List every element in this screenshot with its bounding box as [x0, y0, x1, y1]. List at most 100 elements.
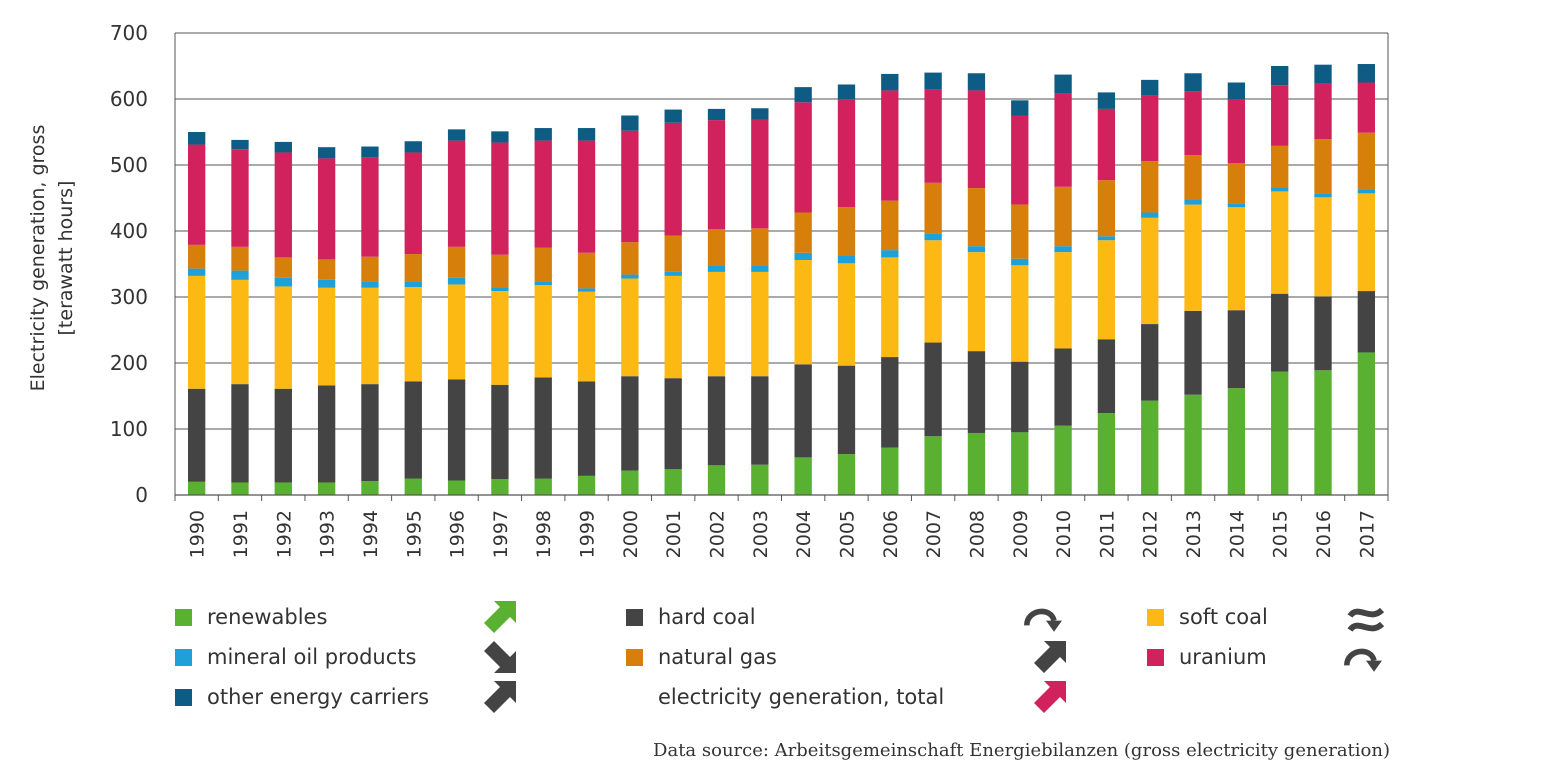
bar-segment-mineral-oil-products [1357, 189, 1376, 194]
y-axis-label-line-2: [terawatt hours] [55, 181, 77, 336]
bar-segment-hard-coal [361, 384, 379, 482]
bar-segment-soft-coal [794, 260, 812, 365]
bar-segment-natural-gas [317, 259, 336, 280]
bar-segment-natural-gas [967, 188, 986, 247]
bar-segment-uranium [361, 157, 379, 257]
bar-segment-mineral-oil-products [274, 277, 292, 287]
bar-segment-soft-coal [577, 291, 596, 382]
x-tick-label: 1990 [187, 510, 209, 558]
bar-segment-soft-coal [317, 287, 336, 386]
bar-segment-renewables [577, 475, 596, 495]
trend-tilde-icon [1347, 607, 1385, 633]
bar-segment-natural-gas [1314, 139, 1332, 194]
bar-segment-soft-coal [1227, 207, 1246, 311]
legend-item-mineral-oil: mineral oil products [175, 642, 416, 672]
bar-segment-other-energy-carriers [621, 115, 639, 131]
x-tick-label: 1993 [317, 510, 339, 558]
trend-curved-down-arrow-icon [1344, 648, 1382, 672]
bar-segment-hard-coal [231, 384, 249, 483]
bar-segment-natural-gas [577, 252, 596, 289]
x-tick-label: 2003 [750, 510, 772, 558]
y-tick-label: 200 [110, 351, 148, 375]
bar-segment-natural-gas [664, 235, 682, 272]
bar-segment-renewables [491, 479, 509, 495]
bar-segment-uranium [924, 89, 942, 183]
bar-segment-mineral-oil-products [361, 281, 379, 288]
x-tick-label: 2017 [1356, 510, 1378, 558]
x-tick-label: 2002 [707, 510, 729, 558]
bar-segment-natural-gas [751, 228, 769, 266]
bar-segment-natural-gas [924, 182, 942, 234]
legend-item-renewables: renewables [175, 602, 327, 632]
bar-segment-hard-coal [924, 342, 942, 437]
bar-segment-other-energy-carriers [231, 139, 249, 150]
bar-segment-hard-coal [837, 365, 856, 455]
bar-segment-other-energy-carriers [794, 87, 812, 103]
bar-segment-uranium [1184, 91, 1202, 156]
x-tick-label: 2008 [966, 510, 988, 558]
legend-swatch [1147, 608, 1164, 626]
trend-down-arrow-icon [484, 641, 516, 673]
bar-segment-mineral-oil-products [1314, 193, 1332, 198]
bar-segment-soft-coal [881, 257, 899, 358]
bar-segment-mineral-oil-products [794, 252, 812, 261]
bar-segment-natural-gas [1141, 161, 1159, 213]
bar-segment-uranium [534, 140, 552, 248]
legend-swatch [175, 688, 192, 706]
bar-segment-renewables [274, 482, 292, 495]
bar-segment-other-energy-carriers [837, 84, 856, 100]
y-tick-label: 700 [110, 21, 148, 45]
legend-swatch [175, 648, 192, 666]
x-tick-label: 2016 [1313, 510, 1335, 558]
bar-segment-natural-gas [1184, 155, 1202, 200]
bar-segment-mineral-oil-products [924, 233, 942, 241]
bar-segment-soft-coal [1314, 197, 1332, 297]
bar-segment-mineral-oil-products [1011, 258, 1029, 266]
bar-segment-soft-coal [1097, 240, 1116, 340]
bar-segment-other-energy-carriers [1314, 64, 1332, 84]
bar-segment-soft-coal [361, 287, 379, 385]
bar-segment-uranium [187, 144, 206, 245]
bar-segment-uranium [967, 90, 986, 189]
bar-segment-soft-coal [751, 271, 769, 377]
legend-swatch [175, 608, 192, 626]
bar-segment-hard-coal [1011, 361, 1029, 433]
bar-segment-natural-gas [187, 244, 206, 269]
legend-label: other energy carriers [207, 685, 430, 709]
bar-segment-renewables [187, 481, 206, 495]
x-tick-label: 1999 [577, 510, 599, 558]
bar-segment-hard-coal [187, 388, 206, 482]
bar-segment-mineral-oil-products [577, 288, 596, 292]
bar-segment-mineral-oil-products [1227, 203, 1246, 208]
trend-up-arrow-icon [484, 601, 516, 633]
bar-segment-mineral-oil-products [1097, 236, 1116, 241]
bar-segment-uranium [621, 130, 639, 243]
x-tick-label: 2000 [620, 510, 642, 558]
bar-segment-mineral-oil-products [447, 277, 466, 285]
bar-segment-hard-coal [1054, 348, 1072, 426]
bar-segment-renewables [534, 478, 552, 495]
x-tick-label: 1994 [360, 510, 382, 558]
x-tick-label: 1998 [533, 510, 555, 558]
data-source-note: Data source: Arbeitsgemeinschaft Energie… [653, 740, 1390, 761]
bar-segment-mineral-oil-products [1054, 246, 1072, 253]
bar-segment-hard-coal [881, 357, 899, 448]
bar-segment-hard-coal [1314, 296, 1332, 371]
x-tick-label: 2006 [880, 510, 902, 558]
bar-segment-soft-coal [621, 278, 639, 377]
bar-segment-uranium [491, 142, 509, 255]
bar-segment-hard-coal [317, 385, 336, 483]
y-axis-label-line-1: Electricity generation, gross [27, 125, 49, 392]
bar-segment-mineral-oil-products [317, 279, 336, 288]
bar-segment-soft-coal [924, 240, 942, 343]
bar-segment-soft-coal [187, 275, 206, 389]
bar-segment-renewables [447, 480, 466, 495]
bar-segment-hard-coal [1141, 324, 1159, 401]
bar-segment-natural-gas [231, 246, 249, 271]
bar-segment-natural-gas [1054, 186, 1072, 247]
bar-segment-hard-coal [274, 388, 292, 483]
bar-segment-uranium [837, 99, 856, 208]
trend-up-arrow-icon [484, 681, 516, 713]
bar-segment-other-energy-carriers [881, 73, 899, 91]
bar-segment-mineral-oil-products [837, 255, 856, 264]
